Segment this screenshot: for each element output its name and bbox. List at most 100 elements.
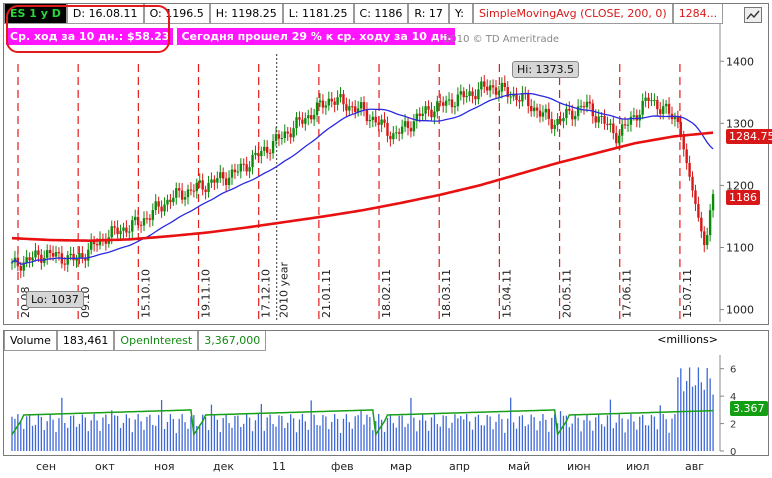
candle-body <box>415 113 418 122</box>
candle-body <box>207 182 210 192</box>
candle-body <box>230 169 234 178</box>
fast-sma-line <box>11 92 714 265</box>
volume-tick-label-0: 0 <box>730 447 736 455</box>
candle-body <box>295 117 298 129</box>
candle-body <box>169 199 172 203</box>
candle-body <box>277 134 281 139</box>
open-interest-label[interactable]: OpenInterest <box>114 331 199 351</box>
candle-body <box>439 101 442 103</box>
price-tick-label-2: 1200 <box>726 179 754 192</box>
volume-panel[interactable]: Volume 183,461 OpenInterest 3,367,000 <m… <box>3 330 769 456</box>
candle-body <box>192 190 196 192</box>
candle-body <box>163 204 166 212</box>
candle-body <box>650 100 653 102</box>
candle-body <box>245 164 248 172</box>
candle-body <box>527 93 530 106</box>
candle-body <box>609 123 612 125</box>
close-price-badge: 1186 <box>726 190 760 205</box>
candle-body <box>219 172 222 179</box>
candle-body <box>535 107 539 111</box>
month-label-6: мар <box>390 460 413 473</box>
symbol-label[interactable]: ES 1 y D <box>4 4 67 24</box>
candle-body <box>362 102 366 110</box>
candle-body <box>662 106 665 114</box>
month-axis: сен окт ноя дек 11 фев мар апр май июн июл авг <box>0 460 772 476</box>
price-chart[interactable]: 1000110012001300140020.0809.1015.10.1019… <box>4 4 768 324</box>
price-chart-panel[interactable]: ES 1 y D D: 16.08.11 O: 1196.5 H: 1198.2… <box>3 3 772 325</box>
close-value: C: 1186 <box>353 4 409 24</box>
volume-label[interactable]: Volume <box>4 331 57 351</box>
candle-body <box>530 105 533 112</box>
candle-body <box>582 106 586 108</box>
open-interest-line <box>11 409 714 437</box>
candle-body <box>623 124 627 126</box>
candle-body <box>556 118 559 125</box>
range-value: R: 17 <box>408 4 449 24</box>
candle-body <box>603 116 606 124</box>
candle-body <box>242 163 245 165</box>
candle-body <box>195 182 198 192</box>
candle-body <box>142 218 146 226</box>
month-label-4: 11 <box>272 460 286 473</box>
candle-body <box>183 197 187 200</box>
candle-body <box>345 104 348 111</box>
volume-tick-label-1: 2 <box>730 420 736 431</box>
candle-body <box>330 98 333 102</box>
candle-body <box>69 253 72 256</box>
candle-body <box>491 85 495 88</box>
copyright-label: 2010 © TD Ameritrade <box>444 34 560 45</box>
candle-body <box>703 231 706 246</box>
month-label-2: ноя <box>154 460 175 473</box>
candle-body <box>233 169 237 173</box>
candle-body <box>51 253 55 257</box>
yield-value: Y: <box>448 4 473 24</box>
sma-study-label[interactable]: SimpleMovingAvg (CLOSE, 200, 0) <box>472 4 673 24</box>
candle-body <box>354 106 357 112</box>
candle-body <box>119 230 122 235</box>
candle-body <box>134 216 137 221</box>
candle-body <box>198 180 201 183</box>
candle-body <box>638 114 641 121</box>
price-tick-label-1: 1100 <box>726 242 754 255</box>
candle-body <box>110 226 113 238</box>
candle-body <box>95 244 99 246</box>
candle-body <box>251 154 254 168</box>
candle-body <box>40 254 43 263</box>
candle-body <box>307 115 310 119</box>
date-marker-label-5: 21.01.11 <box>320 269 333 318</box>
candle-body <box>503 82 506 88</box>
candle-body <box>574 116 577 120</box>
chart-settings-icon[interactable] <box>744 7 762 23</box>
candle-body <box>547 108 550 120</box>
candle-body <box>468 91 471 96</box>
candle-body <box>600 116 603 118</box>
candle-body <box>512 94 515 97</box>
candle-body <box>412 121 416 132</box>
volume-chart[interactable]: 0 2 4 6 <box>4 331 768 455</box>
date-marker-label-11: 15.07.11 <box>681 269 694 318</box>
candle-body <box>180 190 184 200</box>
candle-body <box>447 99 451 101</box>
candle-body <box>189 189 193 191</box>
candle-body <box>576 106 580 117</box>
candle-body <box>494 87 498 95</box>
open-interest-badge: 3.367 <box>730 401 768 416</box>
month-label-9: июн <box>567 460 591 473</box>
high-callout: Hi: 1373.5 <box>512 61 580 78</box>
candle-body <box>75 258 78 261</box>
candle-body <box>321 100 325 108</box>
candle-body <box>84 257 87 261</box>
date-marker-label-8: 15.04.11 <box>500 269 513 318</box>
month-label-0: сен <box>36 460 57 473</box>
candle-body <box>708 210 712 236</box>
candle-body <box>19 265 22 271</box>
candle-body <box>312 114 316 120</box>
candle-body <box>442 102 445 106</box>
candle-body <box>351 106 354 108</box>
candle-body <box>462 91 465 98</box>
candle-body <box>615 133 618 144</box>
candle-body <box>348 106 351 111</box>
candle-body <box>154 201 157 211</box>
candle-body <box>113 226 116 228</box>
avg-move-label: Ср. ход за 10 дн.: $58.23 <box>6 28 174 45</box>
